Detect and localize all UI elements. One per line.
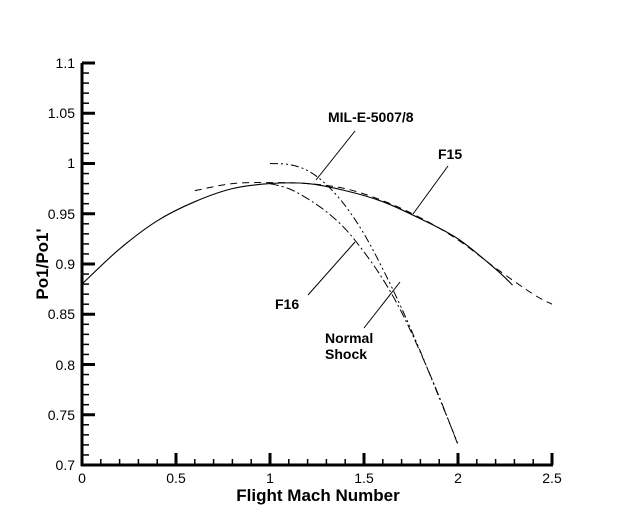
leader-line-f15 (412, 165, 449, 215)
series-normal-shock-line (269, 163, 459, 445)
x-tick-label: 1 (266, 470, 274, 486)
x-tick-label: 0 (78, 470, 86, 486)
series-mil-line (194, 182, 553, 305)
x-tick-label: 2.5 (542, 470, 562, 486)
x-tick-labels: 0 0.5 1 1.5 2 2.5 (78, 470, 562, 486)
y-tick-labels: 0.7 0.75 0.8 0.85 0.9 0.95 1 1.05 1.1 (48, 55, 75, 473)
axis-ticks (80, 61, 554, 467)
leader-line-normal-shock (363, 281, 401, 329)
annotation-mil: MIL-E-5007/8 (328, 109, 414, 125)
y-tick-label: 0.9 (56, 256, 76, 272)
y-tick-label: 1.05 (48, 105, 75, 121)
series-f16-line (269, 183, 459, 446)
annotation-normal-shock-line2: Shock (325, 346, 367, 362)
annotation-f15: F15 (438, 146, 462, 162)
x-tick-label: 2 (454, 470, 462, 486)
x-axis-title: Flight Mach Number (236, 486, 400, 505)
x-tick-label: 0.5 (166, 470, 186, 486)
y-tick-label: 1 (67, 155, 75, 171)
y-tick-label: 1.1 (56, 55, 76, 71)
y-tick-label: 0.7 (56, 457, 76, 473)
y-axis-title: Po1/Po1' (33, 228, 52, 299)
leader-line-f16 (307, 241, 356, 296)
y-tick-label: 0.75 (48, 407, 75, 423)
annotation-normal-shock-line1: Normal (325, 330, 373, 346)
x-tick-label: 1.5 (354, 470, 374, 486)
leader-line-mil (315, 130, 356, 181)
y-tick-label: 0.85 (48, 306, 75, 322)
annotation-f16: F16 (275, 296, 299, 312)
y-tick-label: 0.8 (56, 357, 76, 373)
y-tick-label: 0.95 (48, 206, 75, 222)
